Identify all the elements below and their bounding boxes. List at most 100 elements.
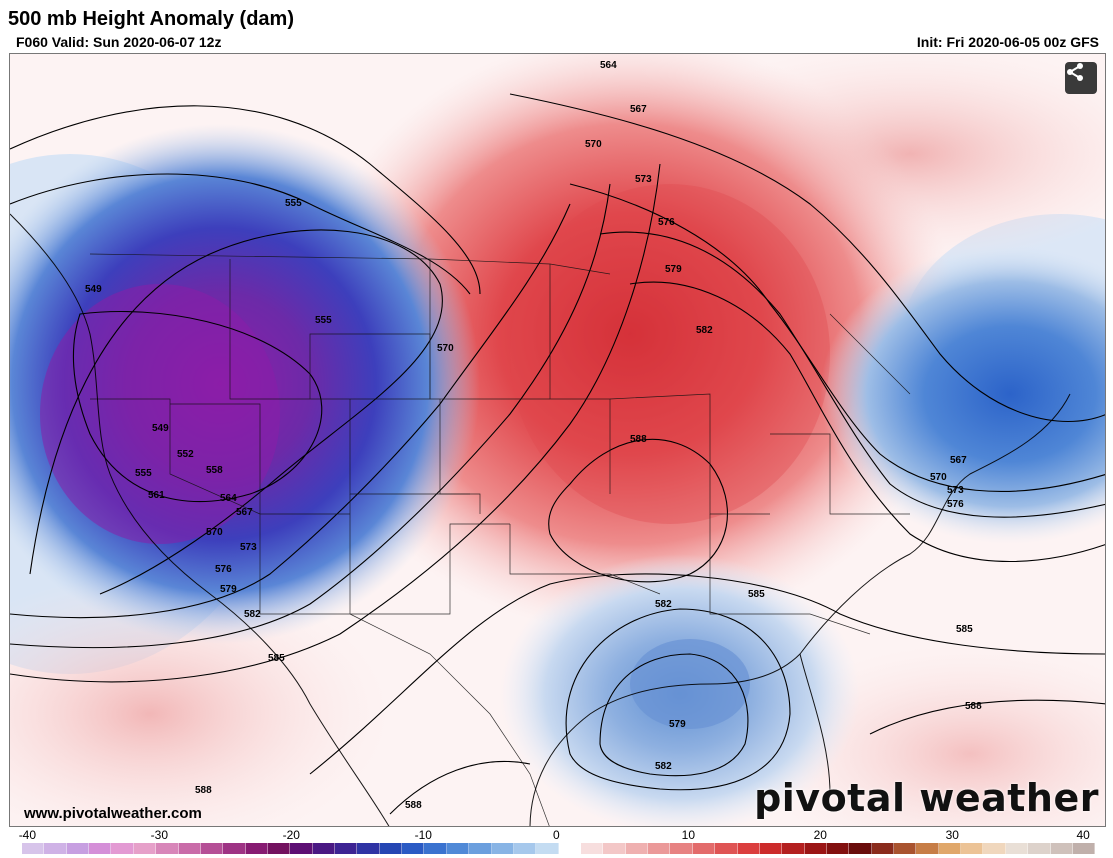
contour-label: 555 bbox=[135, 468, 152, 479]
colorbar-swatch bbox=[357, 843, 380, 854]
colorbar-swatch bbox=[44, 843, 67, 854]
contour-label: 576 bbox=[215, 564, 232, 575]
colorbar-swatch bbox=[335, 843, 358, 854]
colorbar-swatch bbox=[469, 843, 492, 854]
contour-label: 579 bbox=[669, 719, 686, 730]
contour-label: 558 bbox=[206, 465, 223, 476]
colorbar-swatch bbox=[782, 843, 805, 854]
contour-label: 561 bbox=[148, 490, 165, 501]
colorbar-swatch bbox=[111, 843, 134, 854]
colorbar-swatch bbox=[849, 843, 872, 854]
colorbar-swatch bbox=[513, 843, 537, 854]
contour-label: 549 bbox=[152, 423, 169, 434]
share-icon bbox=[1067, 63, 1083, 81]
colorbar bbox=[22, 843, 1096, 854]
contour-label: 555 bbox=[315, 315, 332, 326]
colorbar-swatch bbox=[424, 843, 447, 854]
colorbar-swatch bbox=[648, 843, 671, 854]
share-button[interactable] bbox=[1065, 62, 1097, 94]
colorbar-swatch bbox=[491, 843, 514, 854]
init-time: Init: Fri 2020-06-05 00z GFS bbox=[916, 34, 1099, 50]
scale-tick: -10 bbox=[414, 828, 432, 842]
map-title: 500 mb Height Anomaly (dam) bbox=[8, 8, 294, 30]
scale-tick: -20 bbox=[282, 828, 300, 842]
map-canvas: 564 567 570 573 576 579 582 588 549 555 … bbox=[10, 54, 1105, 826]
anomaly-map[interactable]: 564 567 570 573 576 579 582 588 549 555 … bbox=[9, 53, 1106, 827]
scale-tick: 40 bbox=[1076, 828, 1090, 842]
colorbar-swatch bbox=[737, 843, 760, 854]
colorbar-swatch bbox=[312, 843, 336, 854]
colorbar-swatch bbox=[692, 843, 716, 854]
scale-tick: 30 bbox=[945, 828, 959, 842]
website-url[interactable]: www.pivotalweather.com bbox=[24, 805, 202, 822]
valid-time: F060 Valid: Sun 2020-06-07 12z bbox=[16, 34, 222, 50]
contour-label: 549 bbox=[85, 284, 102, 295]
contour-label: 552 bbox=[177, 449, 194, 460]
colorbar-swatch bbox=[1072, 843, 1096, 854]
colorbar-swatch bbox=[133, 843, 157, 854]
contour-label: 588 bbox=[195, 785, 212, 796]
contour-label: 585 bbox=[748, 589, 765, 600]
scale-tick: 0 bbox=[553, 828, 560, 842]
colorbar-swatch bbox=[603, 843, 626, 854]
contour-label: 564 bbox=[220, 493, 237, 504]
colorbar-swatch bbox=[66, 843, 90, 854]
colorbar-swatch bbox=[826, 843, 850, 854]
colorbar-swatch bbox=[625, 843, 649, 854]
contour-label: 570 bbox=[206, 527, 223, 538]
colorbar-swatch bbox=[558, 843, 581, 854]
colorbar-swatch bbox=[402, 843, 425, 854]
contour-label: 582 bbox=[655, 599, 672, 610]
colorbar-swatch bbox=[871, 843, 895, 854]
contour-label: 588 bbox=[630, 434, 647, 445]
contour-label: 567 bbox=[950, 455, 967, 466]
contour-label: 573 bbox=[635, 174, 652, 185]
colorbar-swatch bbox=[670, 843, 693, 854]
contour-label: 582 bbox=[655, 761, 672, 772]
colorbar-swatch bbox=[178, 843, 201, 854]
colorbar-swatch bbox=[1005, 843, 1029, 854]
contour-label: 573 bbox=[947, 485, 964, 496]
colorbar-swatch bbox=[938, 843, 962, 854]
contour-label: 588 bbox=[405, 800, 422, 811]
scale-tick: 10 bbox=[681, 828, 696, 842]
contour-label: 570 bbox=[437, 343, 454, 354]
scale-tick: 20 bbox=[813, 828, 827, 842]
contour-label: 582 bbox=[244, 609, 261, 620]
colorbar-swatch bbox=[1050, 843, 1073, 854]
contour-label: 570 bbox=[930, 472, 947, 483]
contour-label: 567 bbox=[630, 104, 647, 115]
colorbar-swatch bbox=[759, 843, 783, 854]
colorbar-swatch bbox=[89, 843, 112, 854]
colorbar-swatch bbox=[961, 843, 984, 854]
contour-label: 564 bbox=[600, 60, 617, 71]
color-scale: -40 -30 -20 -10 0 10 20 30 40 bbox=[19, 828, 1096, 856]
colorbar-swatch bbox=[983, 843, 1006, 854]
colorbar-swatch bbox=[245, 843, 268, 854]
colorbar-swatch bbox=[536, 843, 559, 854]
colorbar-swatch bbox=[22, 843, 45, 854]
pivotal-weather-logo: pivotal weather bbox=[754, 776, 1099, 820]
scale-tick-labels: -40 -30 -20 -10 0 10 20 30 40 bbox=[19, 828, 1095, 842]
contour-label: 579 bbox=[665, 264, 682, 275]
colorbar-swatch bbox=[290, 843, 313, 854]
contour-label: 573 bbox=[240, 542, 257, 553]
contour-label: 585 bbox=[268, 653, 285, 664]
contour-label: 579 bbox=[220, 584, 237, 595]
colorbar-swatch bbox=[200, 843, 224, 854]
colorbar-swatch bbox=[223, 843, 246, 854]
colorbar-swatch bbox=[446, 843, 470, 854]
contour-label: 585 bbox=[956, 624, 973, 635]
colorbar-swatch bbox=[580, 843, 604, 854]
contour-label: 582 bbox=[696, 325, 713, 336]
contour-label: 567 bbox=[236, 507, 253, 518]
contour-label: 576 bbox=[658, 217, 675, 228]
colorbar-swatch bbox=[379, 843, 403, 854]
colorbar-swatch bbox=[267, 843, 291, 854]
contour-label: 576 bbox=[947, 499, 964, 510]
colorbar-swatch bbox=[156, 843, 179, 854]
contour-label: 588 bbox=[965, 701, 982, 712]
colorbar-swatch bbox=[715, 843, 738, 854]
colorbar-swatch bbox=[894, 843, 917, 854]
scale-tick: -30 bbox=[150, 828, 169, 842]
